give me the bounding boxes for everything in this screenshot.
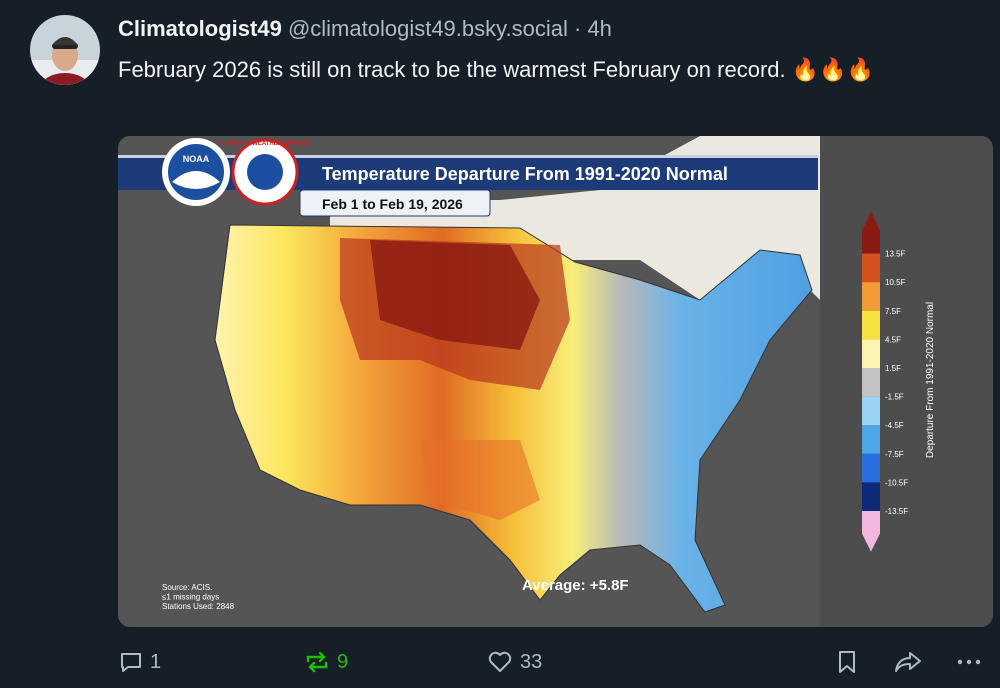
like-count: 33	[520, 650, 543, 673]
reply-icon	[121, 653, 141, 672]
legend-label: -13.5F	[885, 507, 908, 516]
like-button[interactable]: 33	[486, 649, 542, 675]
legend-swatch	[862, 310, 880, 340]
source-line: Stations Used: 2848	[162, 602, 235, 611]
repost-icon	[306, 651, 328, 673]
legend-swatch	[862, 339, 880, 368]
legend-title: Departure From 1991-2020 Normal	[925, 302, 936, 458]
legend-label: -1.5F	[885, 393, 904, 402]
legend-swatch	[862, 453, 880, 483]
legend-label: 4.5F	[885, 335, 901, 344]
legend-swatch	[862, 425, 880, 454]
legend-swatch	[862, 282, 880, 311]
nws-logo-text: NATIONAL WEATHER SERVICE	[220, 141, 310, 147]
legend-label: 1.5F	[885, 364, 901, 373]
legend-swatch	[862, 511, 880, 552]
more-icon	[957, 659, 981, 665]
source-line: ≤1 missing days	[162, 593, 219, 602]
legend-label: -10.5F	[885, 478, 908, 487]
legend: 13.5F 10.5F 7.5F 4.5F 1.5F -1.5F -4.5F -7.5F -10…	[862, 211, 908, 552]
legend-label: 7.5F	[885, 307, 901, 316]
timestamp[interactable]: 4h	[587, 16, 612, 41]
display-name[interactable]: Climatologist49	[118, 16, 282, 41]
legend-label: 13.5F	[885, 250, 906, 259]
legend-swatch	[862, 482, 880, 511]
legend-swatch	[862, 211, 880, 254]
reply-count: 1	[150, 650, 162, 673]
map: NOAA NATIONAL WEATHER SERVICE Temperatur…	[118, 136, 993, 627]
bookmark-icon	[839, 651, 855, 673]
average: Average: +5.8F	[522, 577, 629, 594]
legend-swatch	[862, 253, 880, 283]
source-line: Source: ACIS.	[162, 583, 212, 592]
separator: ·	[573, 16, 582, 41]
legend-swatch	[862, 368, 880, 397]
legend-swatch	[862, 396, 880, 426]
more-button[interactable]	[955, 649, 985, 675]
legend-label: -7.5F	[885, 450, 904, 459]
avatar[interactable]	[30, 15, 100, 85]
action-bar: 1 9 33	[0, 645, 1000, 679]
bookmark-button[interactable]	[834, 649, 860, 675]
post-text: February 2026 is still on track to be th…	[118, 57, 874, 82]
share-icon	[895, 652, 921, 672]
legend-label: 10.5F	[885, 278, 906, 287]
post-image[interactable]: NOAA NATIONAL WEATHER SERVICE Temperatur…	[118, 136, 993, 627]
handle[interactable]: @climatologist49.bsky.social	[287, 16, 568, 41]
repost-count: 9	[337, 650, 349, 673]
reply-button[interactable]: 1	[118, 649, 161, 675]
legend-label: -4.5F	[885, 421, 904, 430]
map-title: Temperature Departure From 1991-2020 Nor…	[322, 164, 728, 184]
like-icon	[488, 651, 512, 672]
author-line: Climatologist49 @climatologist49.bsky.so…	[118, 16, 612, 42]
avatar-image	[30, 15, 100, 85]
map-subtitle: Feb 1 to Feb 19, 2026	[322, 196, 463, 212]
noaa-logo-text: NOAA	[183, 154, 210, 164]
share-button[interactable]	[893, 649, 923, 675]
repost-button[interactable]: 9	[303, 649, 348, 675]
